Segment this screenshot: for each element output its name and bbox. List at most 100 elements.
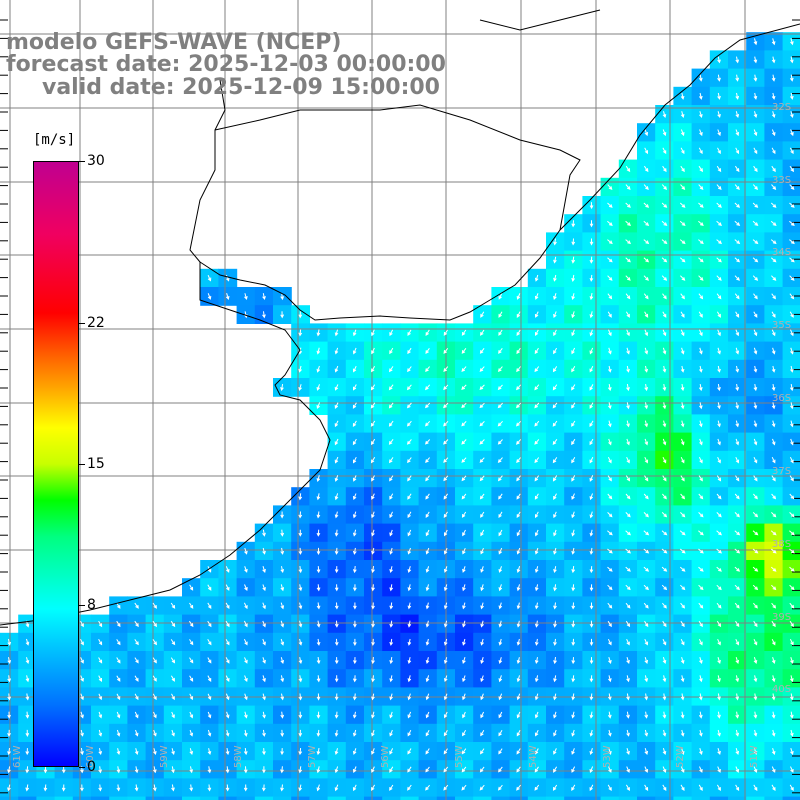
wind-arrow	[497, 420, 503, 427]
wind-arrow	[316, 329, 321, 337]
wind-arrow	[262, 693, 266, 701]
wind-arrow	[589, 402, 594, 409]
wind-arrow	[789, 566, 795, 572]
wind-arrow	[553, 638, 557, 646]
wind-arrow	[461, 366, 467, 373]
wind-arrow	[717, 748, 721, 755]
wind-arrow	[262, 584, 266, 592]
wind-arrow	[753, 657, 758, 664]
wind-arrow	[25, 693, 30, 701]
wind-arrow	[571, 529, 575, 537]
wind-arrow	[771, 675, 776, 683]
wind-arrow	[389, 366, 394, 373]
wind-arrow	[735, 56, 740, 64]
wind-arrow	[534, 366, 540, 373]
wind-arrow	[643, 548, 650, 554]
wind-arrow	[371, 784, 376, 792]
wind-arrow	[789, 311, 794, 318]
wind-arrow	[534, 347, 539, 355]
wind-arrow	[443, 693, 448, 701]
wind-arrow	[790, 129, 794, 137]
wind-arrow	[407, 693, 412, 701]
wind-arrow	[298, 365, 302, 373]
wind-arrow	[461, 384, 467, 391]
colorbar-tick-mark	[79, 161, 85, 162]
wind-arrow	[753, 402, 758, 410]
wind-arrow	[371, 493, 375, 500]
wind-arrow	[353, 602, 357, 610]
wind-arrow	[607, 184, 613, 191]
wind-arrow	[516, 657, 521, 665]
wind-arrow	[188, 620, 194, 628]
wind-arrow	[698, 293, 704, 300]
wind-arrow	[352, 420, 357, 428]
wind-arrow	[480, 748, 485, 755]
wind-arrow	[717, 711, 721, 719]
wind-cell	[200, 796, 219, 800]
wind-arrow	[425, 547, 430, 555]
wind-arrow	[334, 729, 339, 737]
wind-arrow	[7, 766, 11, 774]
wind-arrow	[334, 493, 339, 501]
wind-arrow	[553, 748, 557, 755]
wind-arrow	[643, 293, 649, 300]
wind-arrow	[424, 439, 431, 445]
wind-arrow	[643, 275, 649, 281]
wind-cell	[527, 796, 547, 800]
wind-arrow	[497, 475, 503, 482]
wind-arrow	[790, 365, 794, 373]
wind-arrow	[225, 620, 230, 628]
wind-arrow	[480, 638, 484, 646]
wind-arrow	[388, 420, 394, 427]
wind-arrow	[189, 748, 194, 756]
wind-arrow	[698, 638, 703, 646]
wind-arrow	[389, 693, 393, 701]
wind-arrow	[352, 675, 357, 683]
wind-arrow	[625, 602, 631, 609]
wind-arrow	[225, 639, 230, 646]
wind-arrow	[643, 184, 649, 191]
wind-arrow	[280, 657, 285, 664]
wind-arrow	[662, 147, 667, 155]
wind-arrow	[316, 638, 321, 646]
wind-arrow	[171, 784, 175, 792]
wind-arrow	[116, 711, 121, 719]
wind-arrow	[171, 748, 175, 756]
wind-arrow	[425, 584, 430, 592]
wind-arrow	[443, 475, 449, 482]
wind-arrow	[735, 638, 740, 646]
wind-arrow	[771, 602, 777, 609]
wind-arrow	[334, 748, 339, 756]
wind-arrow	[589, 293, 594, 301]
wind-arrow	[698, 475, 703, 482]
wind-arrow	[134, 657, 139, 664]
wind-arrow	[771, 402, 776, 410]
wind-arrow	[571, 475, 576, 482]
wind-arrow	[789, 711, 794, 719]
wind-arrow	[571, 366, 576, 373]
wind-arrow	[462, 675, 466, 683]
wind-arrow	[170, 657, 176, 664]
wind-arrow	[25, 784, 30, 792]
wind-arrow	[679, 202, 686, 208]
wind-arrow	[771, 748, 776, 755]
wind-speed-field	[0, 32, 800, 800]
wind-arrow	[552, 420, 558, 427]
wind-arrow	[298, 529, 303, 537]
wind-arrow	[662, 766, 667, 773]
wind-arrow	[716, 530, 723, 536]
wind-arrow	[625, 184, 631, 191]
wind-arrow	[699, 729, 703, 737]
wind-arrow	[625, 239, 632, 245]
wind-arrow	[443, 384, 449, 391]
wind-arrow	[571, 420, 576, 427]
wind-arrow	[298, 693, 303, 701]
wind-arrow	[771, 475, 776, 482]
wind-arrow	[698, 220, 704, 227]
wind-arrow	[571, 256, 576, 264]
wind-arrow	[734, 239, 741, 245]
wind-arrow	[280, 693, 285, 701]
wind-arrow	[771, 620, 776, 628]
wind-arrow	[552, 475, 558, 482]
